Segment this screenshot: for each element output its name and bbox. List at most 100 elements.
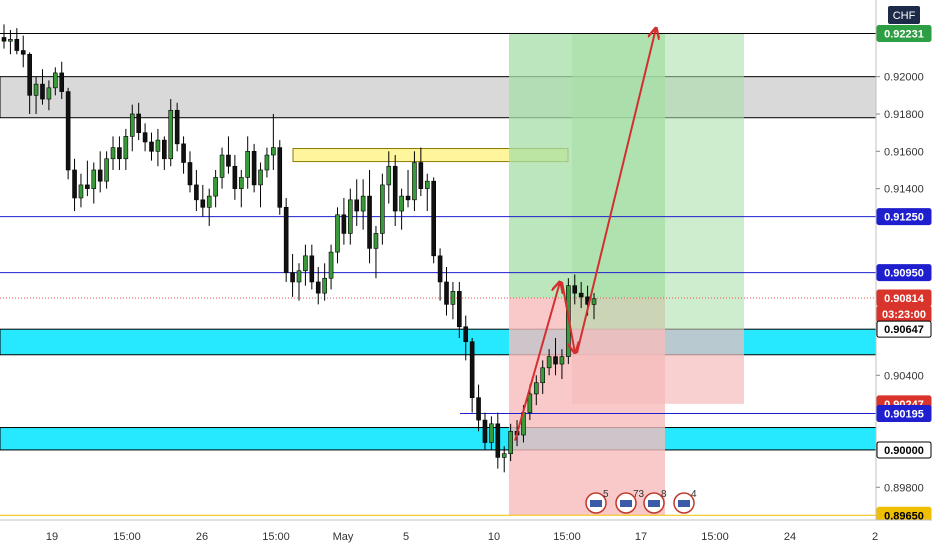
time-axis[interactable]: 19 15:00 26 15:00 May 5 10 15:00 17 15:00 24 2 — [0, 519, 932, 550]
candle — [335, 207, 340, 264]
candle — [238, 169, 244, 208]
price-badge: 0.90950 — [876, 264, 932, 282]
candle — [354, 179, 360, 226]
candle-body — [315, 281, 321, 294]
candle — [283, 197, 289, 282]
candle — [200, 184, 206, 217]
candle-body — [405, 195, 411, 201]
candle — [290, 253, 295, 297]
candle-body — [97, 169, 103, 182]
symbol-badge-bg — [888, 6, 920, 24]
candle-body — [546, 356, 552, 369]
candle — [78, 173, 84, 208]
candle-body — [174, 109, 180, 145]
candle-body — [341, 214, 347, 234]
time-label: 15:00 — [113, 531, 141, 543]
symbol-badge-label: CHF — [893, 10, 916, 22]
candle — [117, 136, 122, 170]
candle-body — [277, 147, 283, 208]
event-badge[interactable]: 4 — [673, 489, 697, 514]
price-tick-label: 0.91400 — [884, 184, 924, 196]
price-tick-label: 0.89800 — [884, 482, 924, 494]
candle-body — [450, 290, 456, 305]
events-layer[interactable]: 5 73 8 4 — [585, 489, 697, 514]
candle — [110, 136, 116, 170]
price-tick: 0.89800 — [876, 482, 924, 494]
candle — [508, 423, 513, 462]
candle-body — [46, 87, 52, 100]
candle — [53, 67, 58, 96]
candle-body — [104, 158, 109, 182]
candle-body — [162, 139, 167, 160]
candle-body — [469, 341, 475, 398]
candle-body — [142, 132, 148, 143]
candle-body — [559, 356, 565, 365]
price-badge: 0.90195 — [876, 405, 932, 423]
candle — [33, 76, 39, 114]
gray-zone — [0, 76, 877, 119]
price-axis[interactable]: 0.92231 0.92000 0.91800 0.91600 0.91400 0.912… — [875, 0, 932, 550]
event-badge[interactable]: 5 — [585, 489, 609, 514]
candle — [27, 52, 32, 114]
candle — [155, 128, 161, 167]
candle — [219, 147, 225, 189]
candle — [412, 151, 417, 212]
price-badge-label: 0.92231 — [884, 29, 924, 41]
candle-body — [540, 367, 545, 384]
candle-body — [431, 180, 436, 257]
candle — [424, 173, 430, 212]
time-label: 24 — [784, 531, 796, 543]
price-tick: 0.91400 — [876, 184, 924, 196]
price-badge-label: 0.90950 — [884, 268, 924, 280]
candle-body — [412, 162, 417, 201]
candle-body — [508, 430, 513, 454]
time-label: 2 — [872, 531, 878, 543]
candle — [444, 267, 449, 316]
price-badge-bg — [876, 264, 932, 282]
candle-body — [444, 281, 449, 305]
time-label: 17 — [635, 531, 647, 543]
cyan-zone — [0, 427, 877, 451]
candle — [450, 281, 456, 320]
candle — [194, 169, 199, 212]
candle-body — [271, 147, 276, 156]
candle-body — [78, 184, 84, 199]
candle — [264, 147, 270, 178]
candle — [65, 87, 71, 180]
event-count: 73 — [633, 489, 645, 500]
event-count: 4 — [691, 489, 697, 500]
candle — [59, 61, 65, 100]
candle — [437, 248, 443, 301]
price-badge: 0.90814 — [876, 289, 932, 307]
candle — [322, 263, 327, 301]
candle — [72, 158, 77, 212]
trade-arrow — [514, 282, 560, 441]
candle — [405, 169, 411, 208]
candle-body — [457, 290, 462, 328]
candle — [142, 123, 148, 152]
event-badge[interactable]: 73 — [615, 489, 645, 514]
candle — [431, 177, 436, 264]
candle-body — [553, 356, 558, 365]
candle — [489, 416, 494, 450]
event-badge[interactable]: 8 — [643, 489, 667, 514]
candle — [251, 143, 257, 193]
candle — [85, 160, 90, 197]
candle-body — [200, 199, 206, 208]
candles-layer — [1, 24, 597, 473]
symbol-badge[interactable]: CHF — [888, 6, 920, 24]
candle-body — [373, 233, 379, 249]
candle — [533, 375, 539, 406]
candle-body — [367, 195, 372, 249]
candle — [540, 360, 545, 394]
candle — [232, 155, 238, 200]
candle-body — [527, 393, 533, 413]
candle — [373, 225, 379, 279]
candle — [348, 188, 353, 245]
candle — [315, 267, 321, 305]
cyan-zone — [0, 328, 877, 356]
candle — [418, 147, 424, 197]
position-tool-layer[interactable] — [509, 33, 744, 516]
